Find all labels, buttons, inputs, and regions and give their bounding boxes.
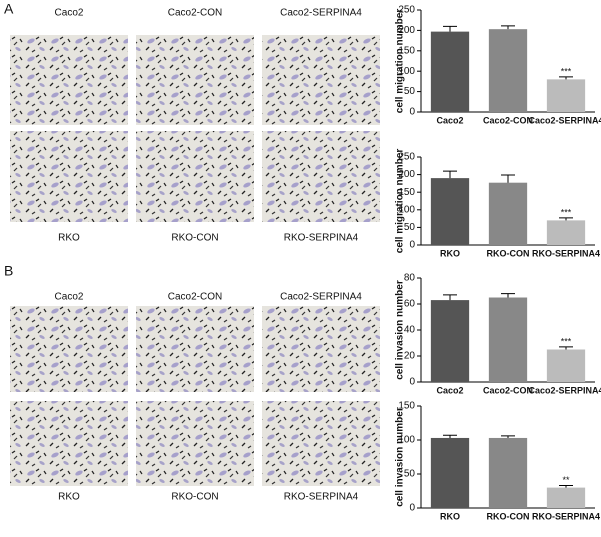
- bar: [546, 349, 586, 382]
- error-bar: [559, 485, 573, 488]
- y-tick-label: 60: [404, 299, 416, 310]
- y-axis-label: cell invasion number: [395, 407, 406, 507]
- error-bar: [559, 217, 573, 221]
- x-tick-label: RKO-SERPINA4: [532, 248, 600, 258]
- bar: [546, 79, 586, 112]
- x-tick-label: RKO-CON: [487, 248, 530, 258]
- y-tick-label: 150: [398, 401, 415, 412]
- bar: [488, 29, 528, 112]
- micrograph: [136, 306, 254, 392]
- micrograph: [262, 35, 380, 125]
- image-label: RKO-CON: [171, 492, 218, 503]
- y-tick-label: 50: [404, 222, 416, 233]
- y-tick-label: 100: [398, 435, 415, 446]
- micrograph: [136, 35, 254, 125]
- y-axis-label: cell migration number: [395, 149, 406, 254]
- bar: [488, 437, 528, 508]
- image-label: RKO-CON: [171, 233, 218, 244]
- error-bar: [443, 294, 457, 301]
- error-bar: [501, 174, 515, 183]
- image-label: RKO-SERPINA4: [284, 492, 359, 503]
- y-tick-label: 200: [398, 169, 415, 180]
- image-label: RKO-SERPINA4: [284, 233, 359, 244]
- image-label: Caco2: [55, 292, 84, 303]
- y-tick-label: 0: [409, 107, 415, 118]
- y-tick-label: 50: [404, 86, 416, 97]
- significance: **: [562, 475, 570, 485]
- micrograph: [262, 306, 380, 392]
- bar: [546, 487, 586, 508]
- image-label: RKO: [58, 233, 80, 244]
- y-tick-label: 40: [404, 325, 416, 336]
- x-tick-label: RKO-CON: [487, 511, 530, 521]
- error-bar: [559, 346, 573, 350]
- x-tick-label: Caco2-SERPINA4: [528, 115, 601, 125]
- x-tick-label: RKO: [440, 248, 460, 258]
- micrograph: [10, 131, 128, 222]
- bar: [430, 31, 470, 112]
- y-tick-label: 100: [398, 204, 415, 215]
- bar: [430, 300, 470, 382]
- image-label: Caco2-CON: [168, 8, 222, 19]
- panel-label: A: [4, 1, 14, 17]
- y-tick-label: 50: [404, 469, 416, 480]
- micrograph: [10, 306, 128, 392]
- y-axis-label: cell invasion number: [395, 280, 406, 380]
- significance: ***: [561, 336, 572, 346]
- y-tick-label: 200: [398, 25, 415, 36]
- x-tick-label: Caco2-SERPINA4: [528, 385, 601, 395]
- micrograph: [136, 131, 254, 222]
- micrograph: [10, 401, 128, 486]
- x-tick-label: Caco2-CON: [483, 385, 533, 395]
- error-bar: [501, 25, 515, 30]
- y-axis-label: cell migration number: [395, 9, 406, 114]
- x-tick-label: RKO: [440, 511, 460, 521]
- image-label: RKO: [58, 492, 80, 503]
- panel-label: B: [4, 263, 13, 279]
- error-bar: [559, 76, 573, 80]
- x-tick-label: RKO-SERPINA4: [532, 511, 600, 521]
- image-label: Caco2: [55, 8, 84, 19]
- y-tick-label: 80: [404, 273, 416, 284]
- y-tick-label: 150: [398, 187, 415, 198]
- y-tick-label: 250: [398, 5, 415, 16]
- y-tick-label: 250: [398, 152, 415, 163]
- significance: ***: [561, 66, 572, 76]
- error-bar: [443, 434, 457, 438]
- bar: [430, 437, 470, 508]
- micrograph: [136, 401, 254, 486]
- y-tick-label: 0: [409, 240, 415, 251]
- x-tick-label: Caco2: [436, 115, 463, 125]
- y-tick-label: 20: [404, 351, 416, 362]
- y-tick-label: 100: [398, 66, 415, 77]
- bar: [488, 182, 528, 245]
- x-tick-label: Caco2-CON: [483, 115, 533, 125]
- y-tick-label: 0: [409, 503, 415, 514]
- image-label: Caco2-SERPINA4: [280, 292, 362, 303]
- error-bar: [501, 293, 515, 298]
- micrograph: [10, 35, 128, 125]
- micrograph: [262, 131, 380, 222]
- x-tick-label: Caco2: [436, 385, 463, 395]
- significance: ***: [561, 207, 572, 217]
- bar: [546, 220, 586, 245]
- y-tick-label: 150: [398, 45, 415, 56]
- image-label: Caco2-SERPINA4: [280, 8, 362, 19]
- image-label: Caco2-CON: [168, 292, 222, 303]
- bar: [488, 297, 528, 382]
- error-bar: [443, 25, 457, 32]
- micrograph: [262, 401, 380, 486]
- error-bar: [501, 435, 515, 438]
- bar: [430, 178, 470, 245]
- error-bar: [443, 170, 457, 179]
- y-tick-label: 0: [409, 377, 415, 388]
